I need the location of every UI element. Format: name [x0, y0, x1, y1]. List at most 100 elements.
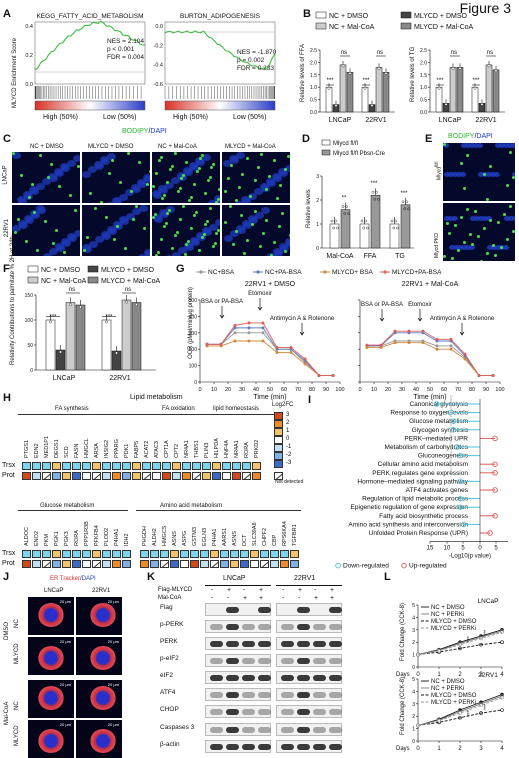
lipid-droplet — [230, 164, 233, 167]
nucleus — [465, 143, 471, 148]
nucleus — [230, 230, 239, 237]
data-point — [494, 69, 498, 73]
scale-bar-label: 20 μm — [107, 722, 119, 727]
legend-label: MLYCD + Mal-CoA — [414, 24, 474, 31]
low-label: Low (50%) — [103, 114, 136, 121]
data-point — [334, 104, 338, 107]
lollipop-down — [433, 401, 440, 407]
lipid-droplet — [284, 250, 287, 253]
legend-label: NC + PERKi — [431, 612, 464, 618]
lipid-droplet — [281, 212, 284, 215]
lipid-droplet — [196, 170, 199, 173]
lipid-droplet — [506, 238, 509, 241]
microscopy-tile: 20 μm — [76, 637, 122, 675]
heatmap-cell — [182, 472, 191, 480]
y-axis-label: Fold Change (CCK-8) — [400, 677, 406, 735]
x-tick: 3 — [479, 672, 483, 678]
nucleus — [229, 155, 238, 162]
heatmap-cell — [170, 560, 179, 568]
nucleus — [443, 143, 449, 148]
sign-label: - — [282, 587, 285, 594]
y-tick: 1 — [412, 727, 415, 733]
y-tick: 2.5 — [310, 48, 317, 54]
nucleus — [208, 200, 217, 203]
sig-ns: ns — [125, 287, 131, 293]
y-tick: 200 — [189, 347, 198, 353]
lipid-droplet — [268, 175, 271, 178]
lipid-droplet — [203, 233, 206, 236]
legend-label: Down-regulated — [343, 563, 389, 570]
nucleus — [457, 245, 463, 250]
nucleus — [184, 242, 193, 249]
scale-bar-label: 20 μm — [59, 599, 71, 604]
x-tick: 90 — [483, 387, 489, 393]
cell-er — [90, 686, 116, 710]
lollipop-up — [487, 530, 493, 536]
panel-c-col-1: NC + DMSO — [30, 144, 64, 150]
blot-band — [329, 727, 342, 733]
blot-band — [281, 624, 294, 630]
blot-band — [281, 641, 294, 647]
y-tick: 4 — [412, 689, 415, 695]
blot-band — [281, 675, 294, 681]
lipid-droplet — [241, 173, 244, 176]
nucleus — [511, 143, 515, 148]
lipid-droplet — [182, 205, 185, 208]
lipid-droplet — [174, 234, 177, 237]
legend-label: Mlycd fl/fl Pbsn-Cre — [333, 151, 386, 157]
lipid-droplet — [201, 154, 204, 157]
nucleus — [461, 245, 467, 250]
heatmap-cell — [252, 462, 261, 470]
nucleus — [508, 216, 514, 221]
nucleus — [235, 201, 244, 203]
protein-label: PERK — [160, 638, 178, 645]
nucleus — [61, 238, 70, 245]
legend-swatch — [87, 276, 99, 284]
heatmap-cell — [210, 550, 219, 558]
microscopy-tile — [12, 152, 80, 203]
blot-band — [210, 744, 223, 750]
lipid-droplet — [198, 167, 201, 170]
nucleus — [278, 168, 287, 175]
lipid-droplet — [152, 185, 155, 188]
heatmap-cell — [140, 560, 149, 568]
term-label: Fatty acid biosynthetic process — [379, 513, 469, 520]
rank-bar — [164, 100, 276, 111]
nucleus — [449, 245, 455, 250]
series-line — [417, 641, 503, 656]
y-axis-label: Fold Change (CCK-8) — [400, 603, 406, 661]
blot-band — [297, 641, 310, 647]
nucleus — [49, 248, 58, 255]
legend-swatch — [321, 139, 331, 146]
gsea-title: BURTON_ADIPOGENESIS — [180, 13, 261, 20]
nucleus — [165, 182, 174, 189]
nucleus — [18, 220, 27, 227]
nucleus — [469, 143, 475, 148]
data-point — [407, 207, 410, 211]
y-tick: 5 — [412, 603, 415, 609]
lipid-droplet — [483, 173, 486, 176]
scale-tick: 1 — [286, 428, 290, 434]
nucleus — [94, 161, 103, 168]
group-label: TG — [395, 253, 405, 260]
heatmap-cell — [72, 560, 81, 568]
dapi-label: DAPI — [476, 133, 493, 140]
heatmap-cell — [260, 560, 270, 568]
lipid-droplet — [506, 184, 509, 187]
lipid-droplet — [28, 196, 31, 199]
lipid-droplet — [224, 221, 227, 224]
lipid-droplet — [512, 176, 515, 179]
lipid-droplet — [463, 187, 466, 190]
lipid-droplet — [188, 199, 191, 202]
panel-label-c: C — [3, 133, 11, 145]
lipid-droplet — [278, 225, 281, 228]
nucleus — [100, 156, 109, 163]
blot-strip — [205, 688, 271, 701]
heatmap-cell — [42, 560, 52, 568]
annotation-label: Etomoxir — [408, 302, 432, 308]
nucleus — [285, 238, 290, 245]
nucleus — [119, 216, 128, 223]
section-divider — [18, 510, 128, 511]
heatmap-cell — [72, 472, 81, 480]
panel-c-col-2: MLYCD + DMSO — [88, 144, 134, 150]
